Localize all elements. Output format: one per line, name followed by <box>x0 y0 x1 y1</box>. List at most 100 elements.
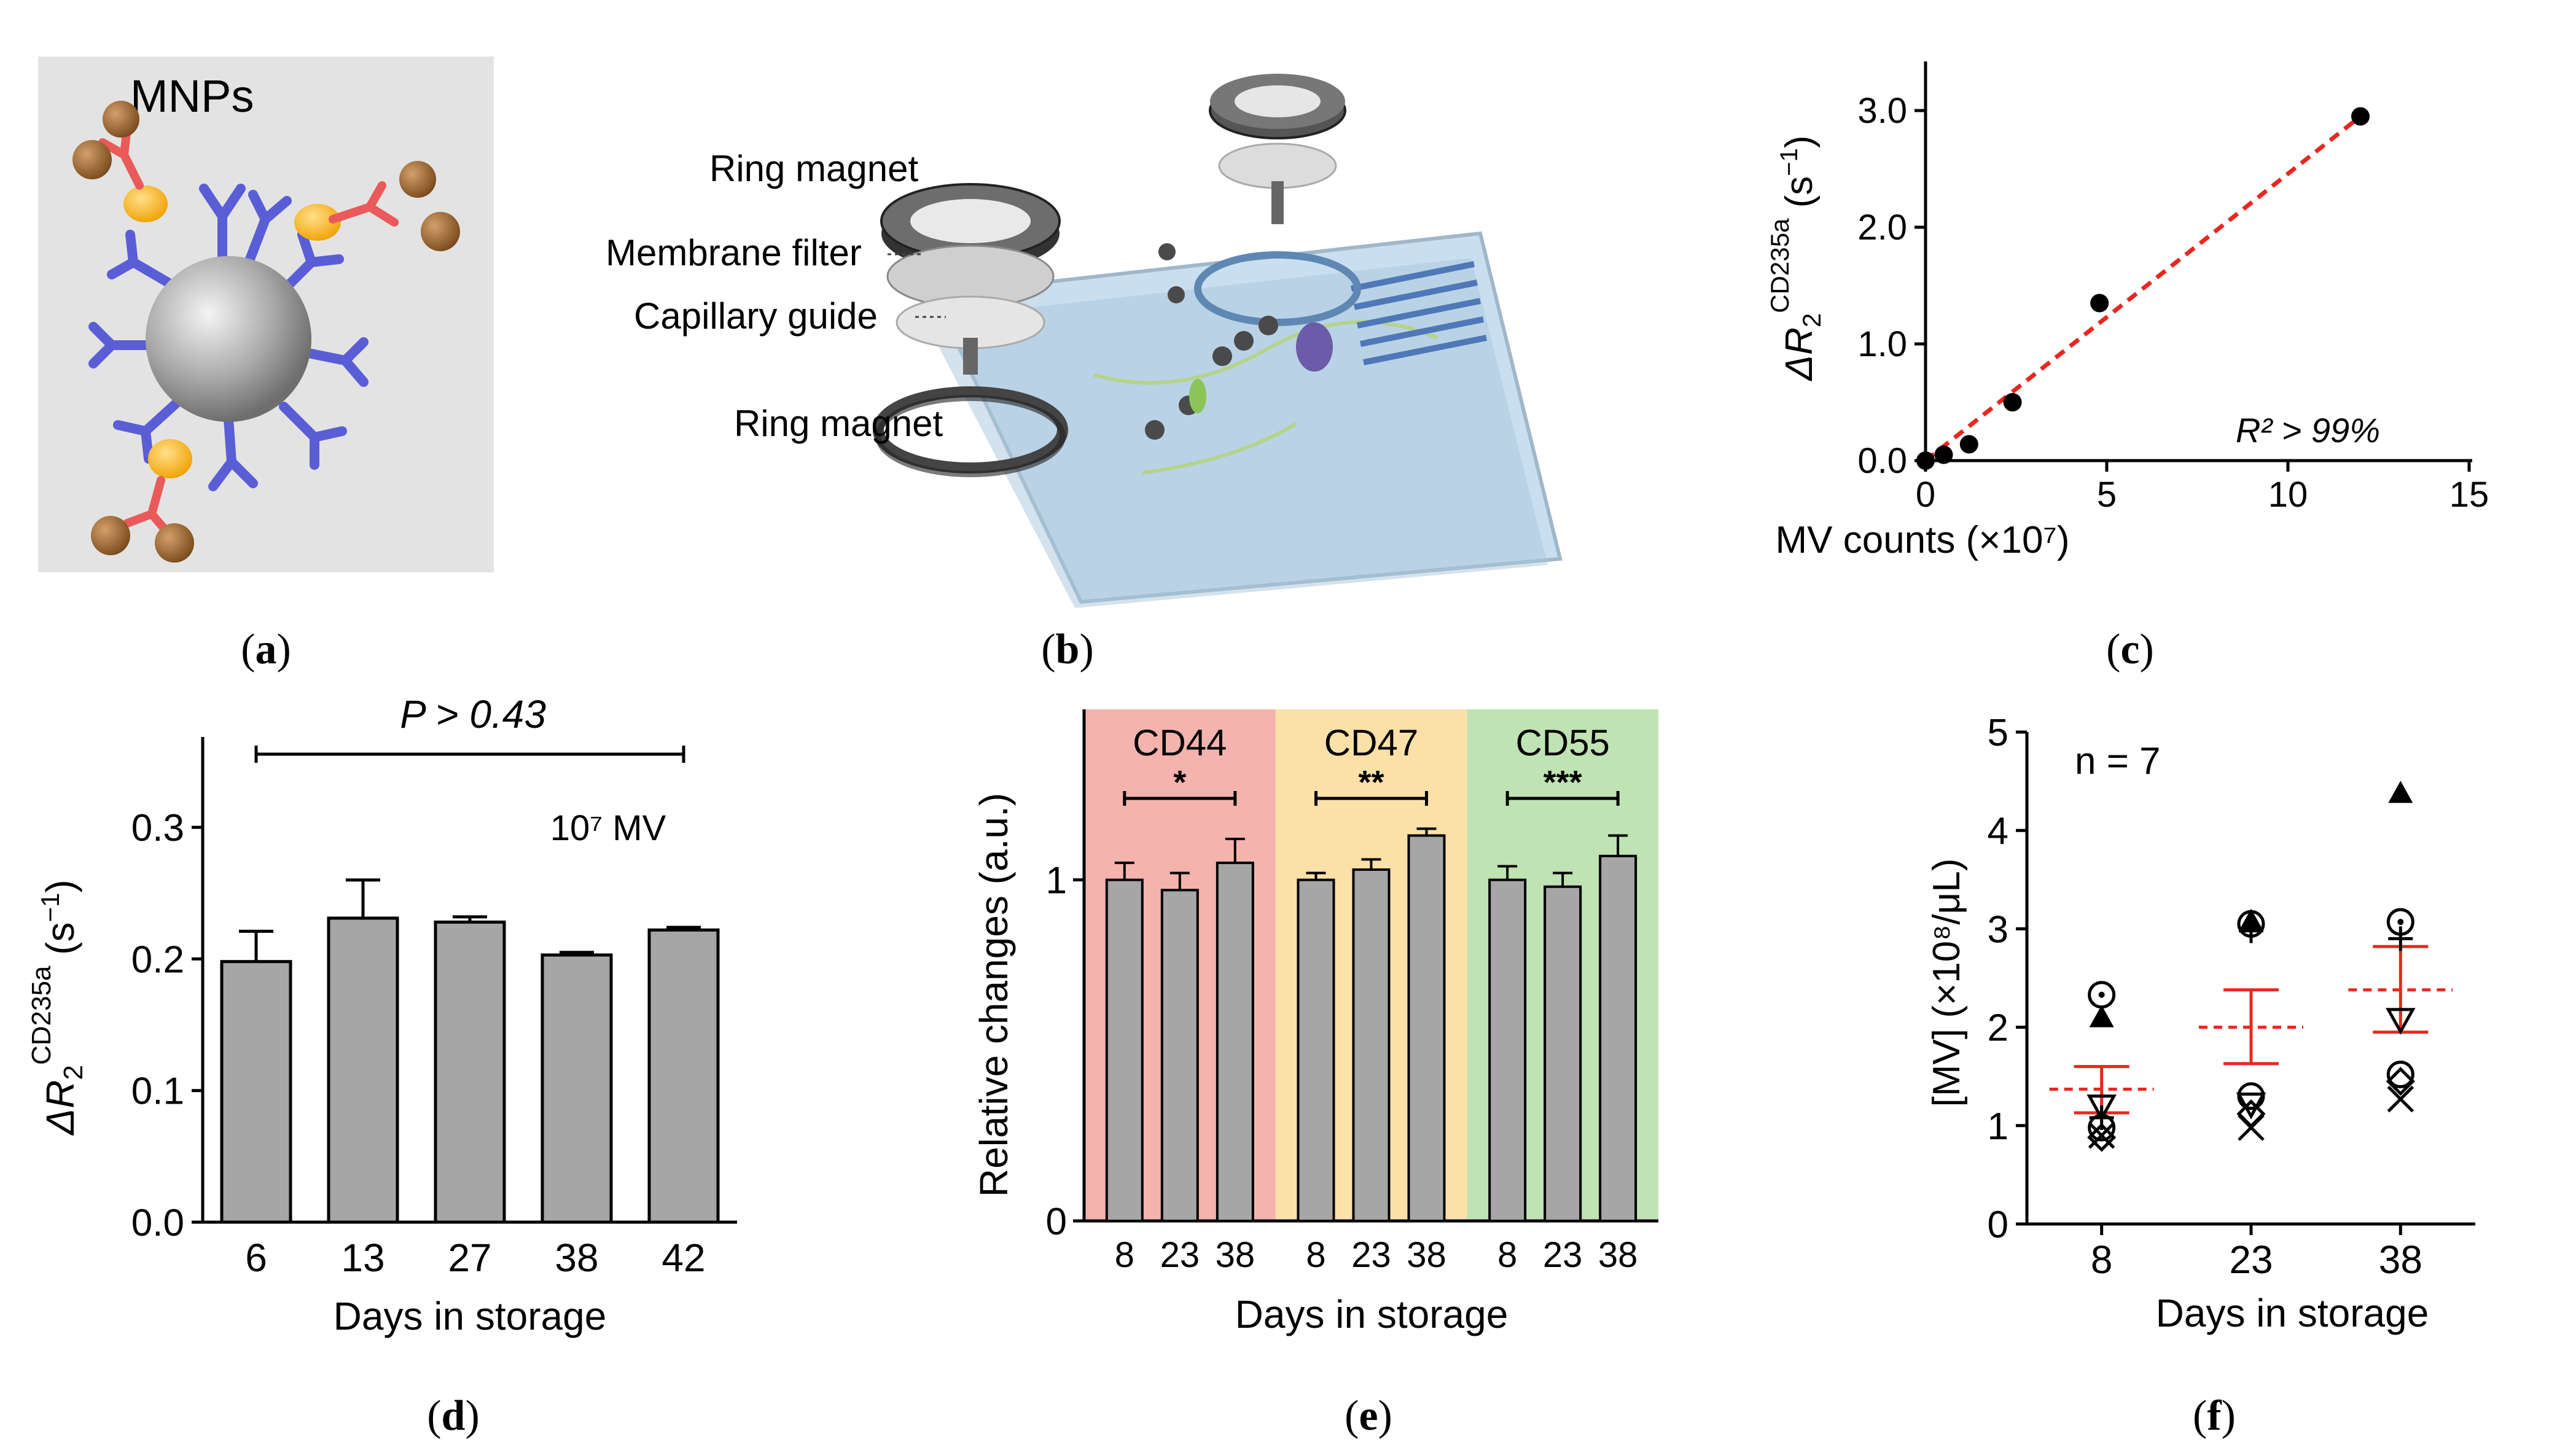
chart-c-x-tick-label: 15 <box>2449 475 2489 515</box>
chart-e-bars: CD44* CD47** CD55*** <box>1105 722 1637 1223</box>
left-ring-magnet-stack <box>873 183 1068 477</box>
chart-c-point <box>2003 393 2022 411</box>
chart-f-marker-circle <box>2386 1060 2414 1088</box>
chart-e-group-name: CD55 <box>1515 722 1609 763</box>
chart-d-bars <box>220 746 720 1224</box>
chart-e-significance: * <box>1173 764 1186 801</box>
chart-f-marker-cross <box>2238 1114 2265 1141</box>
chart-e-group-name: CD47 <box>1324 722 1418 763</box>
chart-f-marker-triangle-up <box>2089 1005 2114 1027</box>
chart-c-y-tick-label: 3.0 <box>1857 91 1907 131</box>
chart-c-point <box>2351 107 2370 126</box>
chart-c-point <box>1959 435 1978 454</box>
target-molecule-1 <box>123 185 168 222</box>
panel-label-b: (b) <box>1041 626 1094 673</box>
chart-c-points <box>1916 107 2370 470</box>
chart-f-markers <box>2086 781 2416 1152</box>
chart-f-y-tick-label: 0 <box>1988 1204 2008 1246</box>
chart-e-x-tick-label: 23 <box>1543 1235 1583 1275</box>
target-molecule-3 <box>148 439 192 478</box>
chart-d-x-tick-label: 38 <box>555 1236 598 1280</box>
label-membrane-filter: Membrane filter <box>606 232 862 273</box>
chart-d-xlabel: Days in storage <box>334 1294 607 1338</box>
chart-f-x-tick-label: 8 <box>2091 1238 2113 1282</box>
chart-e-x-tick-label: 23 <box>1351 1235 1391 1275</box>
chart-e-significance: ** <box>1358 764 1384 801</box>
panel-label-f: (f) <box>2193 1392 2236 1440</box>
chart-f-ylabel: [MV] (×10⁸/μL) <box>1926 859 1968 1107</box>
chart-d-y-tick-label: 0.3 <box>131 807 184 849</box>
chart-f-marker-triangle-up <box>2388 781 2413 803</box>
chart-f-y-tick-label: 1 <box>1988 1105 2008 1148</box>
chart-c: 0 5 10 15 0.0 1.0 2.0 3.0 R² > 99% MV counts (×… <box>1765 61 2489 561</box>
chart-e-bar <box>1488 878 1527 1222</box>
chart-f-y-tick-label: 2 <box>1988 1007 2008 1050</box>
chart-e-xlabel: Days in storage <box>1235 1292 1509 1336</box>
chart-e-x-tick-label: 8 <box>1497 1235 1517 1275</box>
chart-f-marker-diamond <box>2386 1067 2415 1096</box>
mnp-particles <box>72 101 460 563</box>
panel-a-illustration: MNPs <box>38 57 494 572</box>
chart-c-x-tick-label: 10 <box>2268 475 2308 515</box>
blue-antibodies <box>88 184 369 491</box>
chart-f-marker-circle-dot <box>2088 981 2116 1009</box>
chart-d-x-tick-label: 42 <box>662 1236 705 1280</box>
panel-label-c: (c) <box>2106 626 2154 673</box>
chart-f-marker-dot <box>2397 919 2404 926</box>
chart-e-significance: *** <box>1544 764 1582 801</box>
chart-d-pvalue: P > 0.43 <box>400 692 546 736</box>
chart-e-bar <box>1544 885 1582 1223</box>
chart-f-y-tick-label: 4 <box>1988 810 2008 852</box>
chart-c-y-tick-label: 2.0 <box>1857 208 1907 248</box>
chart-d-y-tick-label: 0.0 <box>131 1202 184 1244</box>
chart-e-axes: 0 1 8 23 38 8 23 38 8 23 38 <box>1046 709 1658 1275</box>
chart-f-marker-cross <box>2387 1085 2414 1113</box>
chart-f-y-tick-label: 5 <box>1988 712 2008 754</box>
chart-e-bar <box>1599 854 1637 1222</box>
chart-d-x-tick-label: 27 <box>448 1236 491 1280</box>
chart-f-marker-plus <box>2239 918 2263 943</box>
chart-d-y-tick-label: 0.1 <box>131 1070 184 1113</box>
chart-e-bar <box>1105 878 1144 1222</box>
chart-e-x-tick-label: 8 <box>1306 1235 1325 1275</box>
chart-c-ylabel: ΔR2CD235a (s−1) <box>1765 136 1826 382</box>
chart-d-axes: 0.0 0.1 0.2 0.3 6 13 27 38 42 <box>131 737 737 1280</box>
chart-d-bar <box>647 928 720 1224</box>
chart-e-bar <box>1160 889 1199 1222</box>
chart-e-group-name: CD44 <box>1133 722 1227 763</box>
chart-c-axes: 0 5 10 15 0.0 1.0 2.0 3.0 <box>1857 61 2489 515</box>
chart-c-x-tick-label: 5 <box>2097 475 2117 515</box>
chart-c-y-tick-label: 1.0 <box>1857 324 1907 364</box>
panel-label-e: (e) <box>1345 1392 1392 1440</box>
chart-e-x-tick-label: 8 <box>1115 1235 1134 1275</box>
chart-f-marker-triangle-down <box>2086 1094 2117 1121</box>
chart-e-x-tick-label: 38 <box>1216 1235 1255 1275</box>
chart-f-xlabel: Days in storage <box>2156 1291 2429 1335</box>
chart-e-x-tick-label: 38 <box>1407 1235 1446 1275</box>
chart-f-marker-circle <box>2088 1113 2116 1142</box>
chart-e-x-tick-label: 38 <box>1598 1235 1638 1275</box>
panel-label-d: (d) <box>427 1392 480 1440</box>
chart-e-y-tick-label: 1 <box>1046 860 1067 902</box>
chart-d: 0.0 0.1 0.2 0.3 6 13 27 38 42 P > 0.43 10⁷ MV Da… <box>26 692 737 1338</box>
chart-d-bar <box>220 960 292 1224</box>
chart-d-ylabel: ΔR2CD235a (s−1) <box>26 879 88 1136</box>
chart-f-marker-dot <box>2098 991 2105 998</box>
chart-c-r2-annotation: R² > 99% <box>2236 411 2380 450</box>
panel-b-device: Ring magnet Membrane filter Capillary gu… <box>606 74 1563 608</box>
chart-e-y-tick-label: 0 <box>1046 1201 1067 1243</box>
chart-d-bar <box>541 953 613 1224</box>
chart-f-marker-circle <box>2237 1082 2265 1110</box>
mnps-label: MNPs <box>130 71 254 122</box>
chart-c-xlabel: MV counts (×10⁷) <box>1775 519 2069 561</box>
chart-f-x-tick-label: 38 <box>2379 1238 2422 1282</box>
chart-d-bar <box>327 916 399 1224</box>
chart-c-fit-line <box>1924 114 2362 462</box>
chart-e-bar <box>1297 878 1335 1222</box>
chart-e-x-tick-label: 23 <box>1160 1235 1200 1275</box>
chart-e-bar <box>1352 868 1391 1222</box>
chart-d-bar <box>434 920 506 1224</box>
chart-f-marker-plus <box>2388 926 2413 951</box>
chart-c-point <box>1934 445 1953 464</box>
